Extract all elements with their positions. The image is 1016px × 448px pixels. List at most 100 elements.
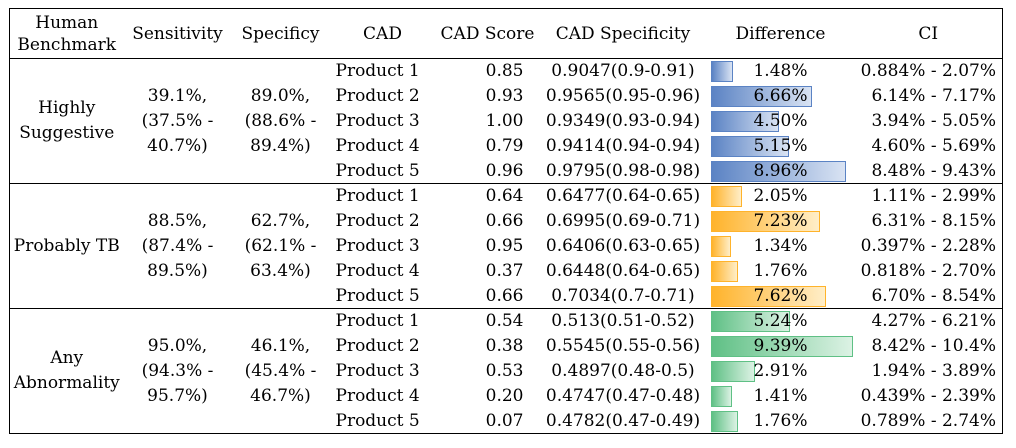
difference-value: 2.05% xyxy=(753,186,808,207)
cad-score-cell: 0.96 xyxy=(485,160,524,181)
cad-score-cell: 0.64 xyxy=(485,186,524,207)
cad-product-cell: Product 3 xyxy=(335,111,420,131)
difference-cell: 7.62% xyxy=(707,284,855,309)
cad-specificity-cell: 0.6995(0.69-0.71) xyxy=(545,211,701,231)
ci-cell: 6.14% - 7.17% xyxy=(871,86,996,106)
cad-score-cell: 0.85 xyxy=(485,61,524,82)
difference-value: 1.41% xyxy=(753,386,808,406)
ci-cell: 0.789% - 2.74% xyxy=(860,410,996,431)
ci-cell: 0.439% - 2.39% xyxy=(860,386,996,406)
table-row: Product 5 0.07 0.4782(0.47-0.49) 1.76% 0.789… xyxy=(10,409,1003,434)
table-row: Product 4 0.79 0.9414(0.94-0.94) 5.15% 4.60%… xyxy=(10,134,1003,159)
table-row: Probably TB 88.5%, (87.4% - 89.5%) 62.7%, … xyxy=(10,184,1003,281)
difference-bar xyxy=(710,210,820,232)
cad-score-cell: 0.66 xyxy=(485,211,524,231)
difference-value: 1.76% xyxy=(753,261,808,281)
ci-cell: 6.31% - 8.15% xyxy=(871,211,996,231)
specificity-cell: 62.7%, (62.1% - 63.4%) xyxy=(244,210,317,281)
cad-score-cell: 0.79 xyxy=(485,136,524,156)
cad-specificity-cell: 0.9047(0.9-0.91) xyxy=(551,61,695,82)
ci-cell: 8.42% - 10.4% xyxy=(871,336,996,356)
cad-product-cell: Product 5 xyxy=(335,160,420,181)
group-3: Any Abnormality 95.0%, (94.3% - 95.7%) 46.… xyxy=(10,309,1003,434)
cad-score-cell: 0.93 xyxy=(485,86,524,106)
cad-specificity-cell: 0.4747(0.47-0.48) xyxy=(545,386,701,406)
header-ci: CI xyxy=(918,23,939,44)
difference-value: 6.66% xyxy=(753,86,808,106)
header-cad-score: CAD Score xyxy=(440,23,535,44)
table-row: Product 5 0.66 0.7034(0.7-0.71) 7.62% 6.70% … xyxy=(10,284,1003,309)
specificity-cell: 46.1%, (45.4% - 46.7%) xyxy=(244,335,317,406)
cad-specificity-cell: 0.9795(0.98-0.98) xyxy=(545,160,701,181)
difference-bar xyxy=(710,410,738,432)
cad-product-cell: Product 4 xyxy=(335,136,420,156)
group-1: Highly Suggestive 39.1%, (37.5% - 40.7%) 8… xyxy=(9,59,1003,184)
difference-value: 1.76% xyxy=(753,410,808,431)
difference-bar xyxy=(710,285,826,307)
difference-bar xyxy=(710,160,846,182)
cad-score-cell: 0.53 xyxy=(485,361,524,381)
cad-specificity-cell: 0.9565(0.95-0.96) xyxy=(545,86,701,106)
cad-product-cell: Product 1 xyxy=(335,61,420,82)
difference-bar xyxy=(710,61,733,82)
difference-bar xyxy=(710,311,790,332)
difference-cell: 7.23% xyxy=(707,209,855,234)
difference-cell: 4.50% xyxy=(707,109,855,134)
ci-cell: 0.397% - 2.28% xyxy=(860,236,996,256)
difference-bar xyxy=(710,135,789,157)
difference-value: 5.24% xyxy=(753,311,808,332)
difference-bar xyxy=(710,360,755,382)
table-row: Product 3 1.00 0.9349(0.93-0.94) 4.50% 3.94%… xyxy=(10,109,1003,134)
cad-product-cell: Product 2 xyxy=(335,211,420,231)
table-row: Any Abnormality 95.0%, (94.3% - 95.7%) 46.… xyxy=(10,309,1003,406)
cad-product-cell: Product 2 xyxy=(335,336,420,356)
header-difference: Difference xyxy=(735,23,826,44)
difference-cell: 2.05% xyxy=(707,184,855,209)
cad-specificity-cell: 0.4782(0.47-0.49) xyxy=(545,410,701,431)
sensitivity-cell: 39.1%, (37.5% - 40.7%) xyxy=(141,85,214,156)
table-row: Product 5 0.96 0.9795(0.98-0.98) 8.96% 8.48%… xyxy=(10,159,1003,184)
cad-score-cell: 0.07 xyxy=(485,410,524,431)
header-cad: CAD xyxy=(363,23,402,44)
table-row: Product 4 0.20 0.4747(0.47-0.48) 1.41% 0.439… xyxy=(10,384,1003,409)
cad-product-cell: Product 3 xyxy=(335,361,420,381)
cad-specificity-cell: 0.513(0.51-0.52) xyxy=(551,311,695,332)
cad-score-cell: 0.38 xyxy=(485,336,524,356)
difference-cell: 1.76% xyxy=(707,409,855,434)
ci-cell: 4.60% - 5.69% xyxy=(871,136,996,156)
difference-cell: 8.96% xyxy=(707,159,855,184)
header-specificity: Specificy xyxy=(241,23,320,44)
difference-bar xyxy=(710,110,779,132)
difference-bar xyxy=(710,260,738,282)
human-benchmark-cell: Highly Suggestive xyxy=(19,98,115,143)
sensitivity-cell: 95.0%, (94.3% - 95.7%) xyxy=(141,335,214,406)
ci-cell: 6.70% - 8.54% xyxy=(871,285,996,306)
difference-bar xyxy=(710,385,732,407)
table-row: Product 2 0.38 0.5545(0.55-0.56) 9.39% 8.42%… xyxy=(10,334,1003,359)
cad-product-cell: Product 1 xyxy=(335,186,420,207)
header-row: Human Benchmark Sensitivity Specificy CA… xyxy=(9,9,1003,59)
cad-product-cell: Product 4 xyxy=(335,386,420,406)
difference-value: 7.62% xyxy=(753,285,808,306)
difference-cell: 1.41% xyxy=(707,384,855,409)
header-sensitivity: Sensitivity xyxy=(132,23,223,44)
specificity-cell: 89.0%, (88.6% - 89.4%) xyxy=(244,85,317,156)
cad-specificity-cell: 0.6477(0.64-0.65) xyxy=(545,186,701,207)
cad-product-cell: Product 1 xyxy=(335,311,420,332)
difference-bar xyxy=(710,186,742,207)
results-table: Human Benchmark Sensitivity Specificy CA… xyxy=(9,8,1003,434)
ci-cell: 1.94% - 3.89% xyxy=(871,361,996,381)
cad-product-cell: Product 3 xyxy=(335,236,420,256)
group-2: Probably TB 88.5%, (87.4% - 89.5%) 62.7%, … xyxy=(9,184,1003,309)
ci-cell: 4.27% - 6.21% xyxy=(871,311,996,332)
sensitivity-cell: 88.5%, (87.4% - 89.5%) xyxy=(141,210,214,281)
cad-specificity-cell: 0.5545(0.55-0.56) xyxy=(545,336,701,356)
ci-cell: 8.48% - 9.43% xyxy=(871,160,996,181)
cad-score-cell: 0.37 xyxy=(485,261,524,281)
human-benchmark-cell: Any Abnormality xyxy=(13,348,120,393)
cad-product-cell: Product 5 xyxy=(335,410,420,431)
ci-cell: 0.884% - 2.07% xyxy=(860,61,996,82)
table-row: Product 3 0.95 0.6406(0.63-0.65) 1.34% 0.397… xyxy=(10,234,1003,259)
cad-specificity-cell: 0.9349(0.93-0.94) xyxy=(545,111,701,131)
header-human-benchmark: Human Benchmark xyxy=(17,12,117,55)
